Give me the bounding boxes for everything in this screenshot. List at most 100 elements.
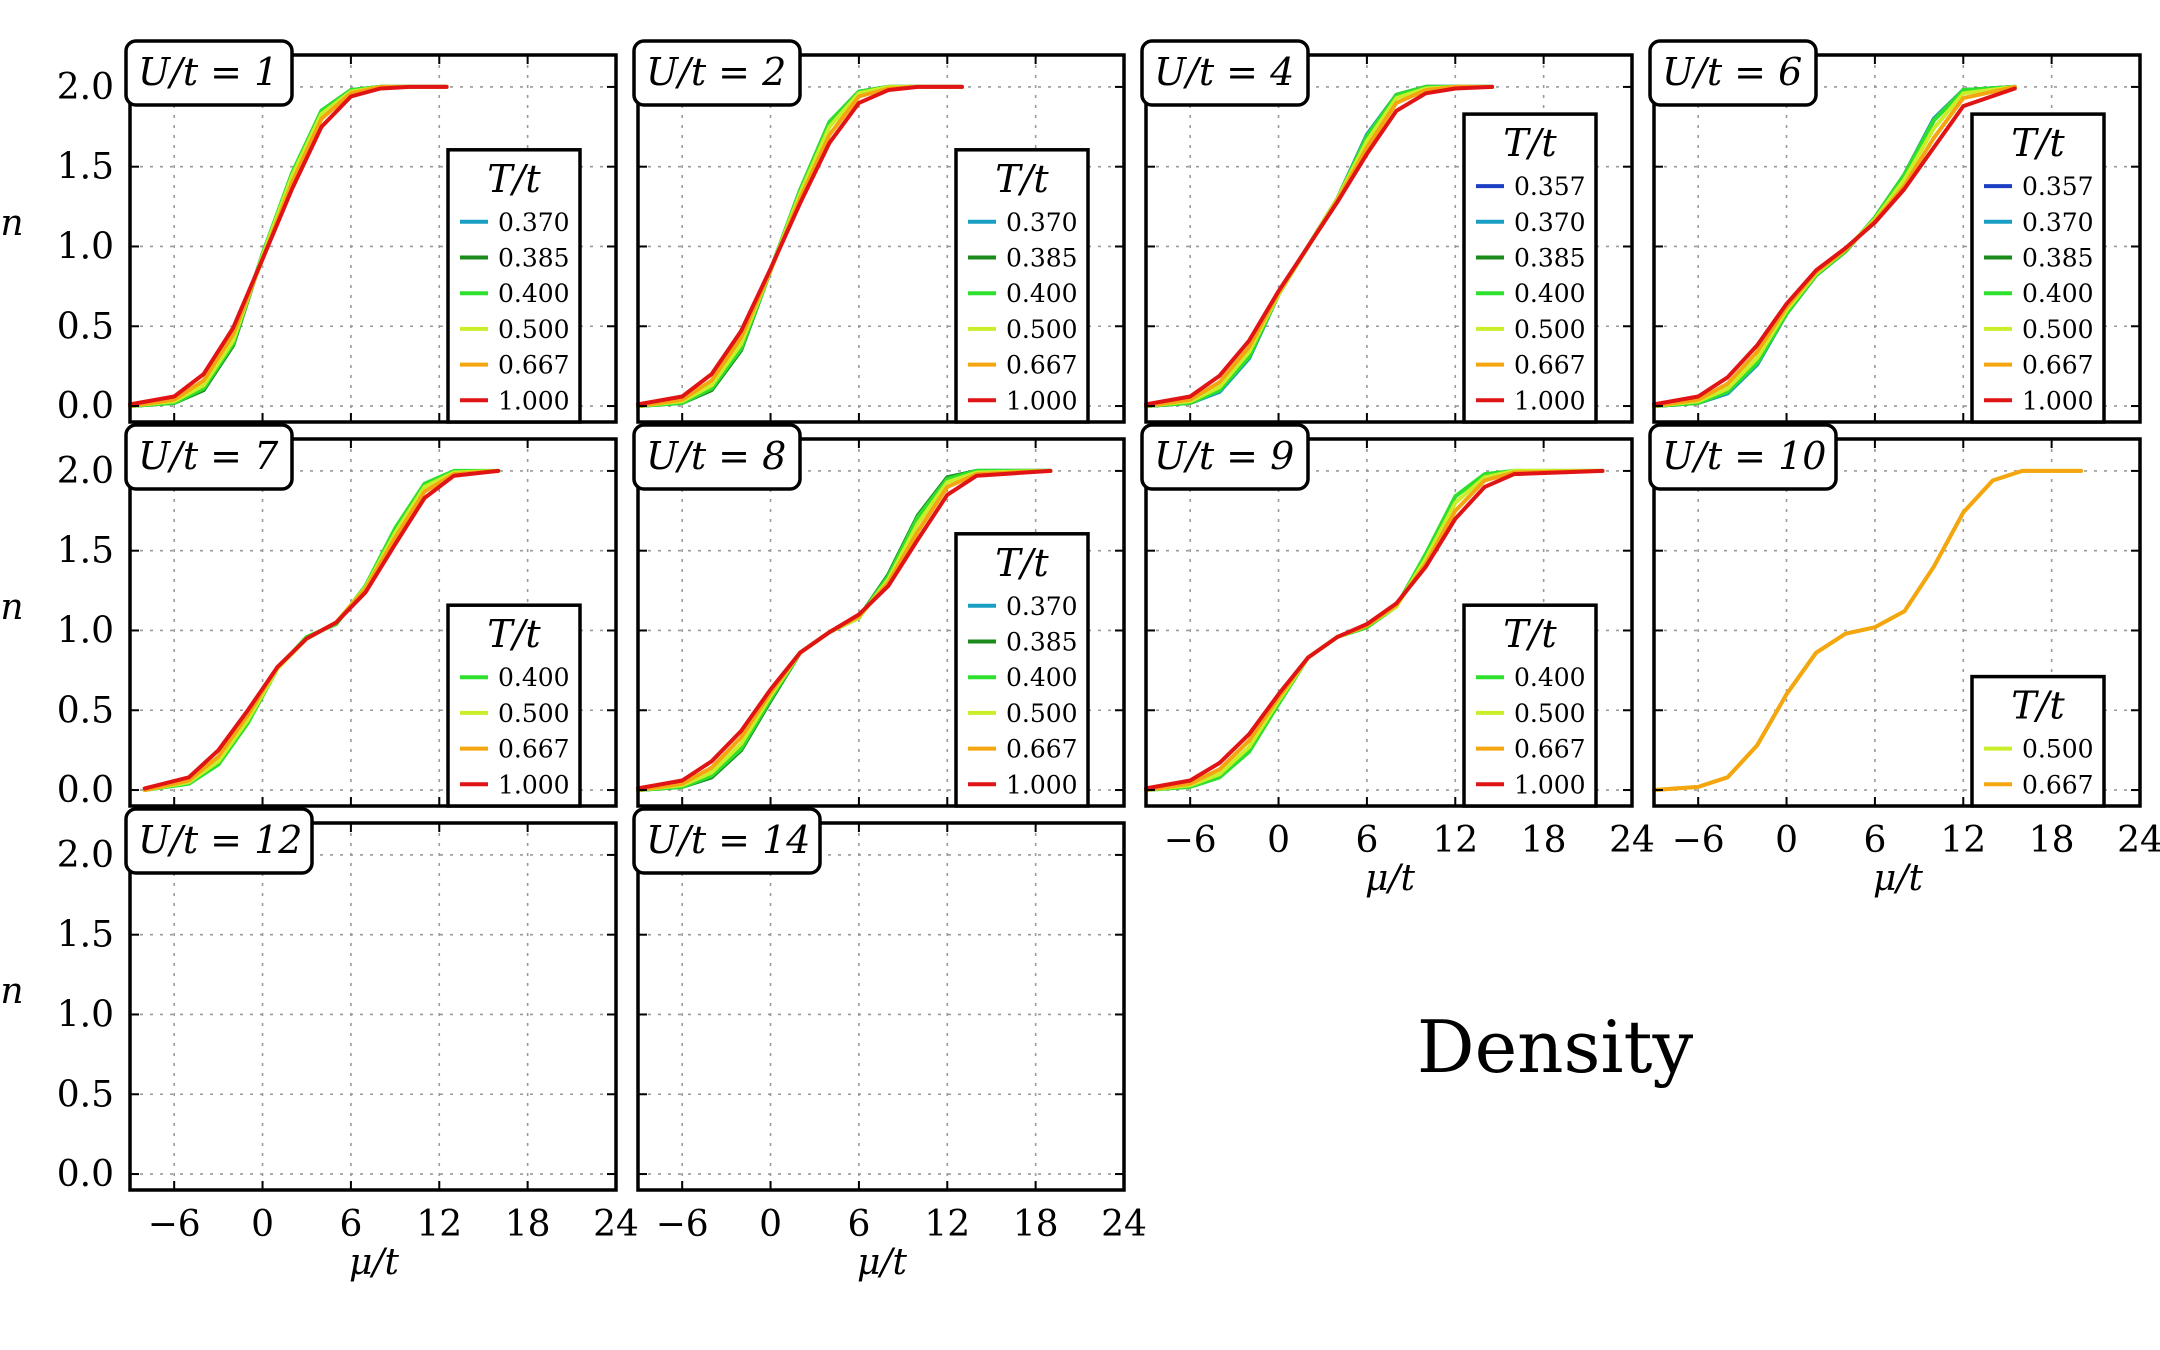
panel-title-frame [632,807,822,875]
panel-title-frame [632,423,802,491]
legend-entry: 0.400 [2022,279,2094,308]
legend-entry: 0.667 [2022,770,2094,799]
x-tick-label: 6 [1355,820,1378,861]
legend-entry: 0.500 [2022,735,2094,764]
panel-title-box: U/t = 1 [124,39,294,107]
legend-frame [446,148,582,424]
y-tick-label: 1.5 [57,531,114,572]
legend-entry: 0.385 [498,244,570,273]
panel-title-frame [124,39,294,107]
series-line-1-000 [142,468,501,791]
y-tick-label: 1.5 [57,147,114,188]
x-tick-label: 24 [2117,820,2160,861]
panel-title-box: U/t = 10 [1648,423,1838,491]
y-axis-label: n [0,203,23,244]
panel-u8: U/t = 8 T/t 0.370 0.385 0.400 0.500 0.667 1.000 [632,423,1126,808]
legend-title: T/t [2011,684,2065,728]
panel-title-box: U/t = 7 [124,423,294,491]
series-line-1-000 [1144,468,1605,791]
legend-entry: 1.000 [498,770,570,799]
legend-entry: 1.000 [1514,386,1586,415]
y-tick-label: 1.0 [57,994,114,1035]
legend: T/t 0.370 0.385 0.400 0.500 0.667 1.000 [446,148,582,424]
legend-entry: 0.370 [1514,208,1586,237]
panel-title: U/t = 9 [1154,434,1294,478]
series-line-1-000 [1144,84,1495,407]
y-tick-label: 0.5 [57,1074,114,1115]
x-tick-label: 18 [1521,820,1567,861]
series-line-0-667 [1652,468,2084,792]
panel-title: U/t = 6 [1662,50,1802,94]
legend-entry: 0.500 [1006,315,1078,344]
legend: T/t 0.370 0.385 0.400 0.500 0.667 1.000 [954,532,1090,808]
figure-title: Density [1417,1005,1694,1089]
series-line-1-000 [128,84,449,407]
y-tick-label: 2.0 [57,451,114,492]
plot-frame [636,821,1126,1192]
panel-title-frame [124,423,294,491]
panel-u7: 0.0 0.5 1.0 1.5 2.0 n U/t = 7 T/t 0.400 0.500 0.66… [0,423,618,811]
x-tick-label: 6 [847,1204,870,1245]
panel-u1: 0.0 0.5 1.0 1.5 2.0 n U/t = 1 T/t 0.370 0.385 0.40… [0,39,618,427]
x-tick-label: −6 [1164,820,1217,861]
legend-entry: 0.370 [498,208,570,237]
legend: T/t 0.400 0.500 0.667 1.000 [1462,603,1598,808]
x-tick-label: 18 [1013,1204,1059,1245]
legend-entry: 0.667 [1006,351,1078,380]
plot-frame [1144,437,1634,808]
legend-entry: 0.667 [498,735,570,764]
legend-entry: 0.370 [1006,592,1078,621]
legend-title: T/t [995,541,1049,585]
x-axis-label: μ/t [1365,858,1416,899]
legend-entry: 0.667 [2022,351,2094,380]
x-tick-label: 12 [416,1204,462,1245]
legend-entry: 0.385 [1006,628,1078,657]
series-line-1-000 [636,468,1053,791]
x-tick-label: 12 [1940,820,1986,861]
legend-frame [1970,112,2106,424]
x-tick-label: 6 [339,1204,362,1245]
panel-title-box: U/t = 6 [1648,39,1818,107]
legend-entry: 0.500 [1514,699,1586,728]
panel-title-frame [1648,423,1838,491]
plot-frame [636,437,1126,808]
legend-entry: 1.000 [1006,386,1078,415]
y-tick-label: 0.5 [57,306,114,347]
legend-title: T/t [487,157,541,201]
x-tick-label: −6 [1672,820,1725,861]
panel-title: U/t = 8 [646,434,786,478]
panel-title-frame [632,39,802,107]
legend-entry: 0.400 [498,279,570,308]
panel-title-box: U/t = 9 [1140,423,1310,491]
legend: T/t 0.370 0.385 0.400 0.500 0.667 1.000 [954,148,1090,424]
x-tick-label: 0 [759,1204,782,1245]
legend-entry: 0.500 [1514,315,1586,344]
legend-entry: 0.400 [1006,663,1078,692]
x-tick-label: 18 [505,1204,551,1245]
x-tick-label: −6 [656,1204,709,1245]
panel-title-box: U/t = 14 [632,807,822,875]
panel-title-box: U/t = 2 [632,39,802,107]
legend-frame [954,532,1090,808]
y-tick-label: 0.5 [57,690,114,731]
legend-entry: 1.000 [498,386,570,415]
legend: T/t 0.500 0.667 [1970,674,2106,808]
y-tick-label: 0.0 [57,770,114,811]
x-tick-label: 18 [2029,820,2075,861]
x-tick-label: 24 [593,1204,639,1245]
legend-entry: 0.500 [1006,699,1078,728]
panel-title: U/t = 4 [1154,50,1294,94]
legend: T/t 0.357 0.370 0.385 0.400 0.500 0.667 1.000 [1462,112,1598,424]
x-axis-label: μ/t [349,1242,400,1283]
panel-u6: U/t = 6 T/t 0.357 0.370 0.385 0.400 0.500 0.667… [1648,39,2142,424]
legend-entry: 0.400 [1514,279,1586,308]
panel-u4: U/t = 4 T/t 0.357 0.370 0.385 0.400 0.500 0.667… [1140,39,1634,424]
legend-frame [1462,112,1598,424]
x-tick-label: 12 [924,1204,970,1245]
legend-entry: 0.667 [498,351,570,380]
legend-frame [954,148,1090,424]
legend-entry: 0.400 [1006,279,1078,308]
legend-title: T/t [995,157,1049,201]
legend-entry: 0.385 [1006,244,1078,273]
legend-entry: 0.385 [2022,244,2094,273]
